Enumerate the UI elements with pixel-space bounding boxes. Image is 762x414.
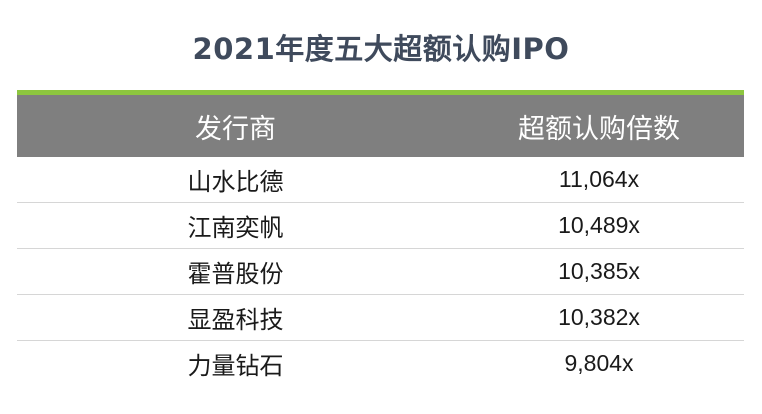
table-header: 发行商 超额认购倍数 [17, 95, 744, 157]
oversubscription-cell: 10,382x [558, 304, 640, 330]
table-row: 显盈科技 10,382x [17, 295, 744, 341]
oversubscription-cell: 9,804x [564, 350, 634, 376]
issuer-cell: 力量钻石 [187, 352, 284, 380]
oversubscription-cell: 10,489x [558, 212, 640, 238]
table-row: 江南奕帆 10,489x [17, 203, 744, 249]
table-row: 力量钻石 9,804x [17, 341, 744, 386]
issuer-cell: 显盈科技 [187, 306, 284, 334]
accent-rule [17, 90, 744, 95]
issuer-cell: 江南奕帆 [187, 214, 284, 242]
ipo-table: 发行商 超额认购倍数 山水比德 11,064x 江南奕帆 10,489x 霍普股… [17, 90, 744, 386]
column-header-issuer: 发行商 [195, 113, 276, 145]
oversubscription-cell: 11,064x [558, 166, 640, 192]
table-row: 山水比德 11,064x [17, 157, 744, 203]
oversubscription-cell: 10,385x [558, 258, 640, 284]
issuer-cell: 山水比德 [187, 168, 284, 196]
issuer-cell: 霍普股份 [187, 260, 284, 288]
chart-title: 2021年度五大超额认购IPO [192, 32, 570, 66]
table-row: 霍普股份 10,385x [17, 249, 744, 295]
column-header-oversubscription: 超额认购倍数 [518, 113, 680, 145]
